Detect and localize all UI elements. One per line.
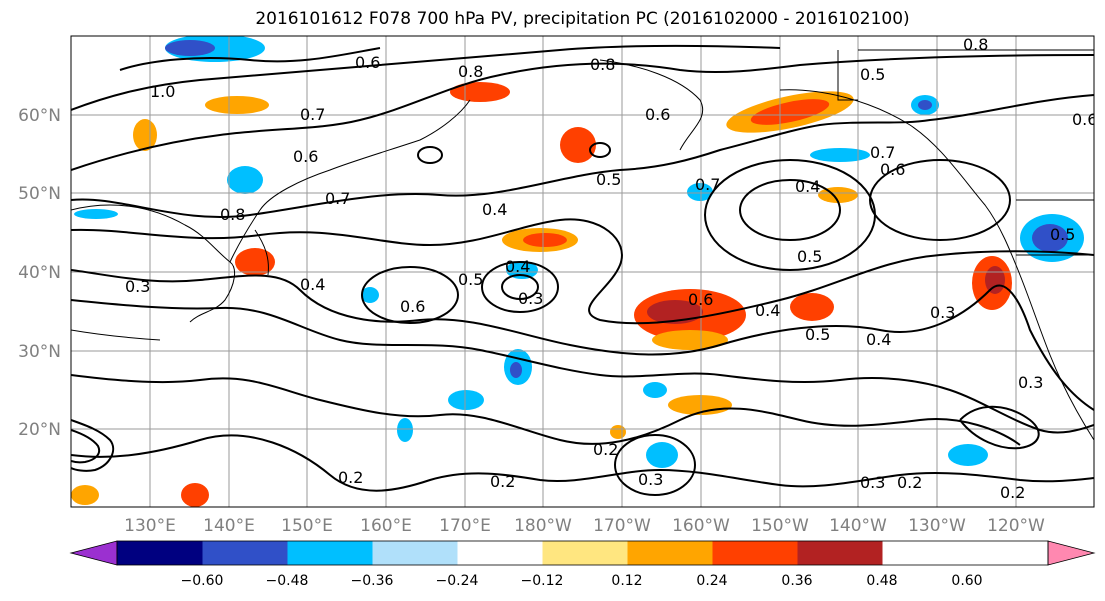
contour-label: 0.8 <box>963 35 988 54</box>
lon-label: 160°E <box>360 516 412 536</box>
colorbar-high-extend <box>1047 540 1096 566</box>
lon-axis: 130°E 140°E 150°E 160°E 170°E 180°W 170°… <box>124 516 1045 536</box>
contour-label: 0.2 <box>1000 483 1025 502</box>
lon-label: 130°E <box>124 516 176 536</box>
contour-label: 0.6 <box>400 297 425 316</box>
contour-label: 0.6 <box>880 160 905 179</box>
lat-label: 20°N <box>18 420 61 440</box>
colorbar-frame <box>116 540 1049 566</box>
contour-label: 0.3 <box>518 289 543 308</box>
contour-label: 0.8 <box>458 62 483 81</box>
contour-label: 0.4 <box>300 275 325 294</box>
contour-label: 0.3 <box>860 473 885 492</box>
lon-label: 180°W <box>514 516 572 536</box>
colorbar-tick-label: 0.24 <box>696 573 727 589</box>
contour-label: 0.4 <box>505 257 530 276</box>
lat-axis: 60°N 50°N 40°N 30°N 20°N <box>18 106 61 440</box>
map-area: 1.0 0.6 0.8 0.8 0.8 0.7 0.6 0.6 0.5 0.7 … <box>71 35 1097 507</box>
contour-label: 0.6 <box>645 105 670 124</box>
colorbar-tick-label: 0.60 <box>951 573 982 589</box>
colorbar-segment <box>372 541 458 565</box>
coastlines <box>71 49 1094 441</box>
contour-label: 0.5 <box>1050 225 1075 244</box>
contour-label: 0.4 <box>755 301 780 320</box>
colorbar-segment <box>287 541 373 565</box>
lon-label: 140°E <box>203 516 255 536</box>
contour-label: 0.2 <box>593 440 618 459</box>
contour-label: 0.7 <box>695 175 720 194</box>
colorbar-tick-label: 0.48 <box>866 573 897 589</box>
lat-label: 40°N <box>18 263 61 283</box>
map-title: 2016101612 F078 700 hPa PV, precipitatio… <box>255 9 910 29</box>
colorbar-tick-label: −0.36 <box>351 573 394 589</box>
lon-label: 120°W <box>987 516 1045 536</box>
lon-label: 160°W <box>672 516 730 536</box>
lon-label: 150°W <box>751 516 809 536</box>
contour-labels: 1.0 0.6 0.8 0.8 0.8 0.7 0.6 0.6 0.5 0.7 … <box>125 35 1097 502</box>
colorbar <box>69 540 1096 566</box>
colorbar-segment <box>627 541 713 565</box>
lon-label: 130°W <box>908 516 966 536</box>
lat-label: 30°N <box>18 342 61 362</box>
colorbar-segment <box>117 541 203 565</box>
contour-label: 0.3 <box>125 277 150 296</box>
colorbar-segment <box>202 541 288 565</box>
contour-label: 0.3 <box>930 303 955 322</box>
contour-label: 0.4 <box>866 330 891 349</box>
contour-label: 0.7 <box>325 189 350 208</box>
contour-label: 0.8 <box>220 205 245 224</box>
contour-label: 0.6 <box>355 53 380 72</box>
colorbar-low-extend <box>69 540 118 566</box>
contour-label: 0.2 <box>897 473 922 492</box>
colorbar-tick-label: −0.60 <box>181 573 224 589</box>
colorbar-tick-label: −0.24 <box>436 573 479 589</box>
colorbar-tick-label: 0.12 <box>611 573 642 589</box>
colorbar-tick-label: −0.48 <box>266 573 309 589</box>
lon-label: 140°W <box>829 516 887 536</box>
contour-label: 0.4 <box>482 200 507 219</box>
contour-label: 0.5 <box>805 325 830 344</box>
lon-label: 170°W <box>593 516 651 536</box>
lon-label: 150°E <box>281 516 333 536</box>
contour-label: 0.5 <box>596 170 621 189</box>
contour-label: 0.2 <box>490 472 515 491</box>
pv-contours <box>71 44 1094 496</box>
gridlines <box>71 36 1094 507</box>
contour-label: 0.5 <box>797 247 822 266</box>
contour-label: 0.6 <box>293 147 318 166</box>
lat-label: 50°N <box>18 184 61 204</box>
colorbar-segment <box>542 541 628 565</box>
contour-label: 0.6 <box>1072 110 1097 129</box>
contour-label: 0.5 <box>860 65 885 84</box>
colorbar-segment <box>457 541 543 565</box>
contour-label: 1.0 <box>150 82 175 101</box>
contour-label: 0.3 <box>638 470 663 489</box>
contour-label: 0.7 <box>300 105 325 124</box>
colorbar-segment <box>797 541 883 565</box>
lat-label: 60°N <box>18 106 61 126</box>
colorbar-tick-label: −0.12 <box>521 573 564 589</box>
contour-label: 0.4 <box>795 177 820 196</box>
contour-label: 0.3 <box>1018 373 1043 392</box>
contour-label: 0.6 <box>688 290 713 309</box>
contour-label: 0.8 <box>590 55 615 74</box>
lon-label: 170°E <box>439 516 491 536</box>
contour-label: 0.2 <box>338 468 363 487</box>
map-frame <box>70 35 1095 508</box>
colorbar-segment <box>712 541 798 565</box>
colorbar-ticks: −0.60 −0.48 −0.36 −0.24 −0.12 0.12 0.24 … <box>181 573 983 589</box>
colorbar-tick-label: 0.36 <box>781 573 812 589</box>
negative-precip-shading <box>74 36 1084 468</box>
contour-label: 0.7 <box>870 143 895 162</box>
contour-label: 0.5 <box>458 270 483 289</box>
